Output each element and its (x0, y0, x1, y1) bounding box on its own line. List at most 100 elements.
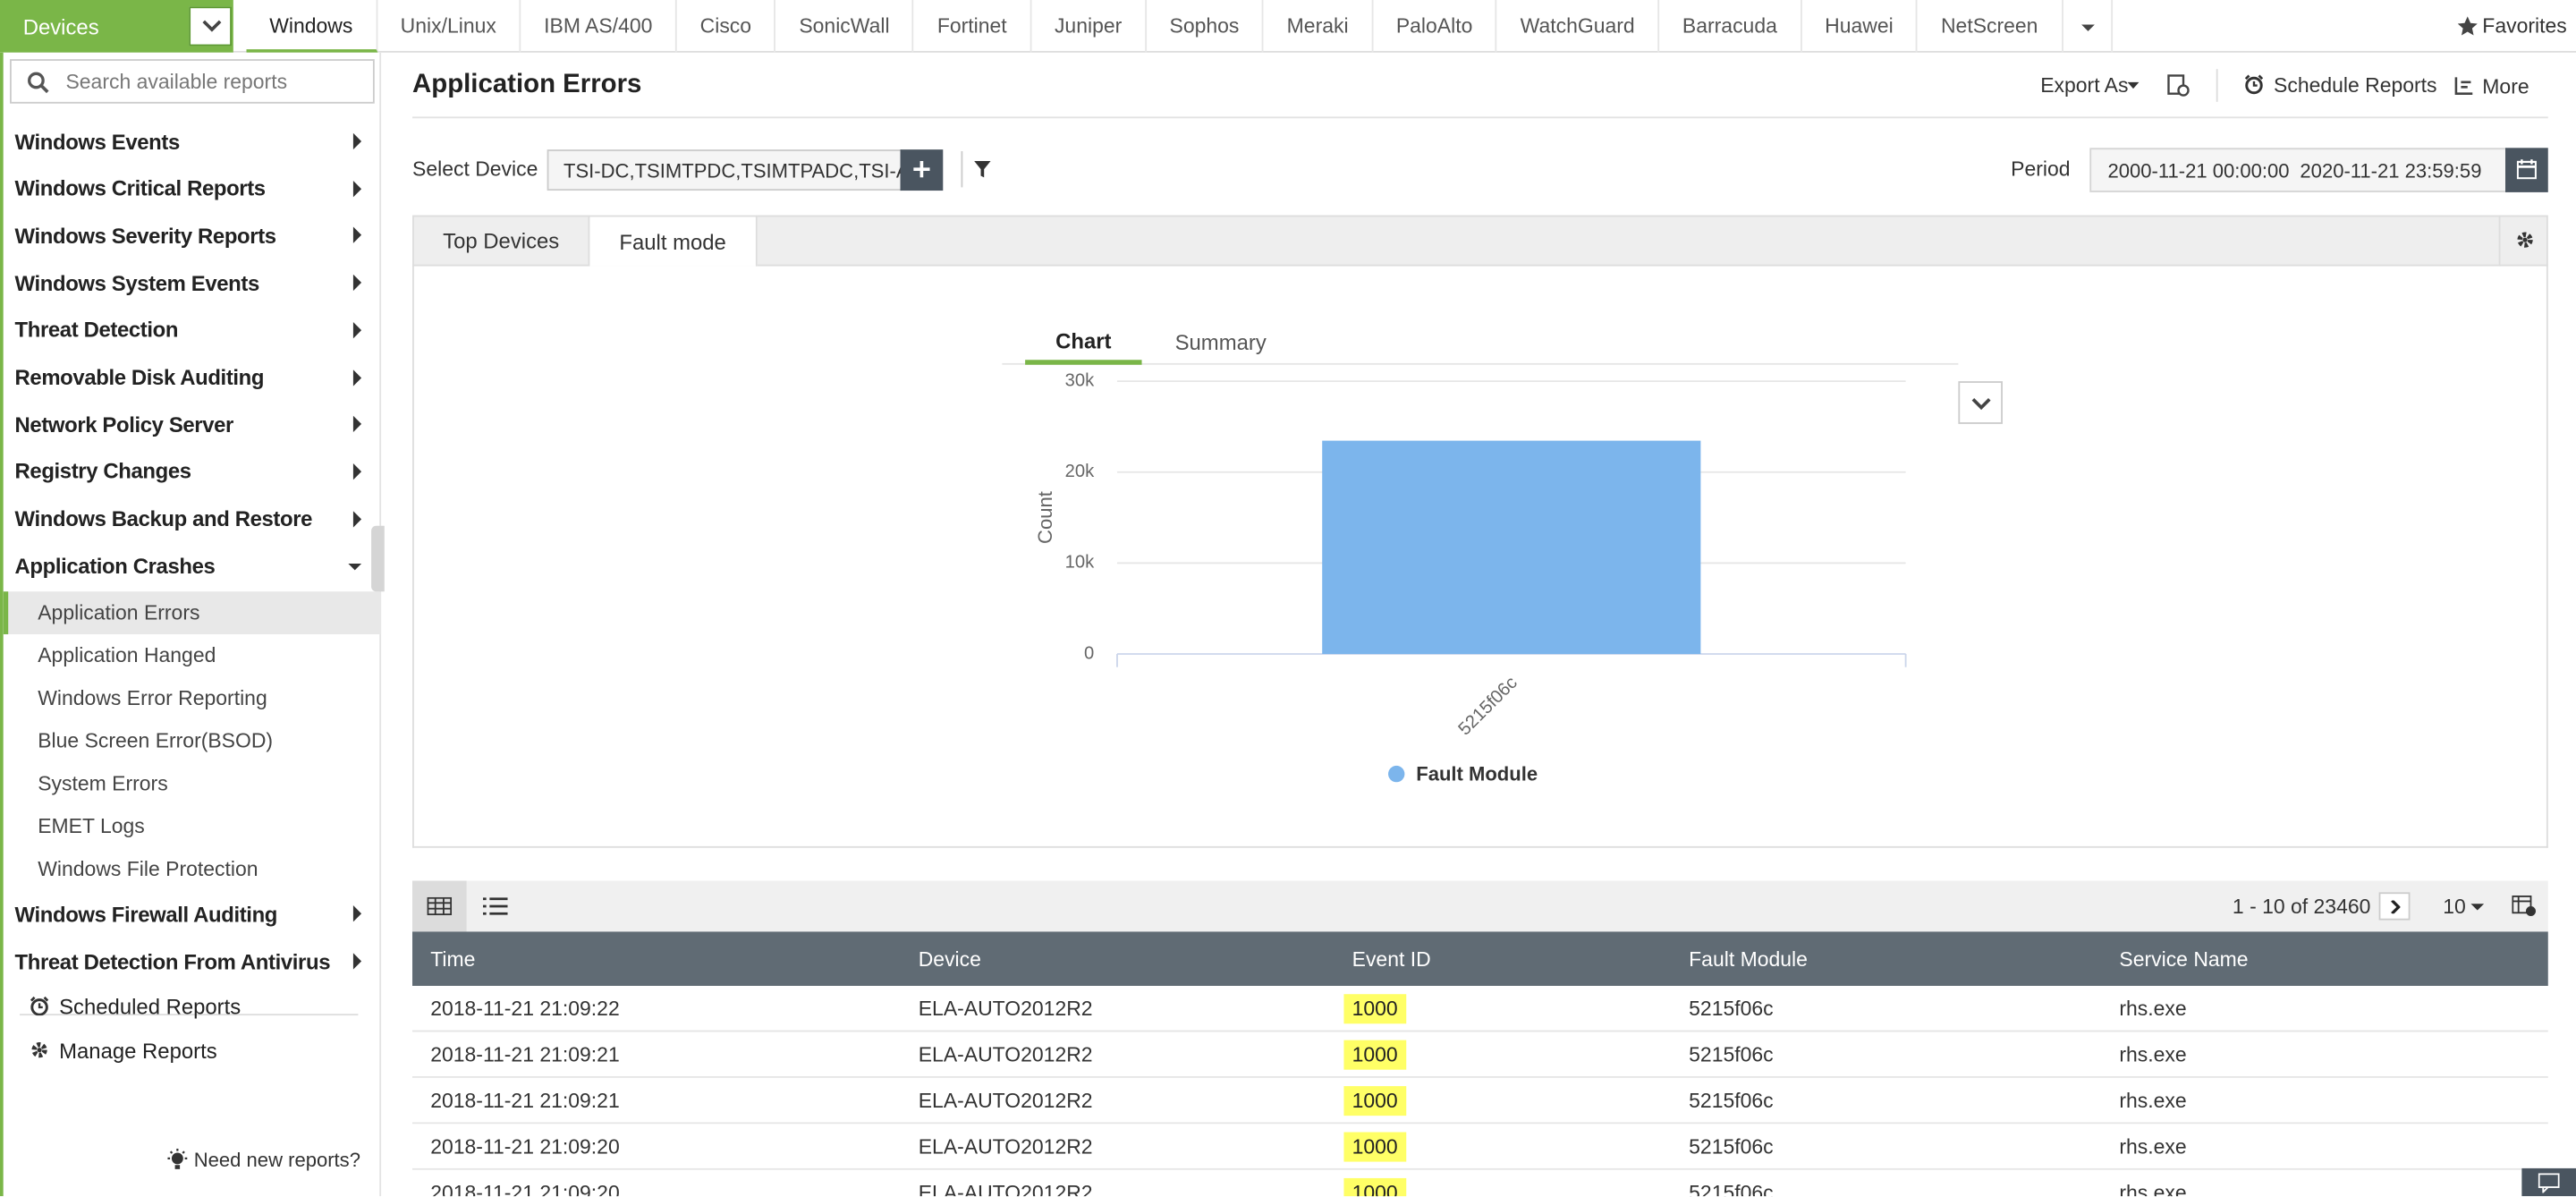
column-header[interactable]: Device (918, 947, 981, 971)
device-selector[interactable]: Devices (0, 0, 233, 53)
column-header[interactable]: Time (430, 947, 476, 971)
footer-link[interactable]: Scheduled Reports (59, 993, 242, 1018)
column-header[interactable]: Fault Module (1689, 947, 1808, 971)
export-button[interactable]: Export As (2040, 73, 2129, 98)
menu-category[interactable]: Windows Firewall Auditing (4, 891, 381, 937)
caret (2080, 24, 2094, 31)
table-cell: 2018-11-21 21:09:21 (430, 1042, 620, 1066)
device-tab[interactable]: Meraki (1264, 0, 1374, 53)
chat-icon (2538, 1173, 2560, 1193)
column-header[interactable]: Event ID (1352, 947, 1431, 971)
chart-tab[interactable]: Summary (1174, 329, 1267, 354)
menu-item-label: Application Errors (38, 601, 200, 625)
device-tab[interactable]: Fortinet (914, 0, 1032, 53)
device-tab[interactable]: Windows (246, 0, 377, 53)
caret-right (352, 510, 362, 527)
menu-item[interactable]: Blue Screen Error(BSOD) (4, 720, 381, 763)
search-box[interactable]: Search available reports (10, 59, 375, 104)
menu-category-label: Network Policy Server (14, 412, 234, 437)
device-tab[interactable]: Barracuda (1659, 0, 1802, 53)
device-tab[interactable]: IBM AS/400 (521, 0, 677, 53)
chevron (202, 20, 222, 32)
help-link[interactable]: Need new reports? (193, 1148, 360, 1172)
table-cell: 5215f06c (1689, 996, 1774, 1020)
menu-category[interactable]: Threat Detection From Antivirus (4, 938, 381, 973)
calendar-button[interactable] (2505, 148, 2548, 192)
page-size[interactable]: 10 (2443, 895, 2466, 918)
caret-right (352, 132, 362, 150)
period-input[interactable]: 2000-11-21 00:00:00 2020-11-21 23:59:59 (2089, 148, 2507, 192)
device-tab[interactable]: SonicWall (776, 0, 915, 53)
favorites[interactable]: Favorites (2482, 14, 2567, 38)
table-cell: rhs.exe (2119, 1180, 2187, 1197)
caret-right (352, 274, 362, 292)
menu-category[interactable]: Registry Changes (4, 448, 381, 494)
menu-category[interactable]: Windows Critical Reports (4, 166, 381, 211)
device-tab[interactable]: NetScreen (1918, 0, 2063, 53)
column-header[interactable]: Service Name (2119, 947, 2249, 971)
menu-item[interactable]: Windows File Protection (4, 848, 381, 891)
device-tab[interactable]: Sophos (1147, 0, 1264, 53)
footer-link[interactable]: Manage Reports (59, 1037, 217, 1063)
settings-button[interactable] (2498, 215, 2548, 267)
device-tab[interactable]: Huawei (1801, 0, 1919, 53)
device-input[interactable]: TSI-DC,TSIMTPDC,TSIMTPADC,TSI-ADC (547, 149, 902, 191)
menu-item[interactable]: EMET Logs (4, 806, 381, 849)
chart-tab[interactable]: Chart (1025, 322, 1142, 365)
menu-category[interactable]: Threat Detection (4, 307, 381, 352)
menu-category[interactable]: Application Crashes (4, 543, 381, 589)
event-id-highlight: 1000 (1343, 1132, 1406, 1162)
menu-category[interactable]: Windows Events (4, 118, 381, 164)
columns-icon[interactable] (2512, 896, 2537, 917)
menu-category[interactable]: Removable Disk Auditing (4, 354, 381, 400)
pdf-icon[interactable] (2167, 74, 2190, 98)
menu-item[interactable]: Application Hanged (4, 635, 381, 678)
header-separator (2216, 69, 2218, 102)
device-tab[interactable]: Cisco (677, 0, 776, 53)
menu-category[interactable]: Network Policy Server (4, 402, 381, 447)
menu-category[interactable]: Windows System Events (4, 259, 381, 305)
device-dropdown[interactable] (189, 6, 232, 47)
device-tab[interactable]: PaloAlto (1373, 0, 1497, 53)
caret-right (352, 369, 362, 386)
menu-item[interactable]: Windows Error Reporting (4, 677, 381, 720)
menu-category[interactable]: Windows Backup and Restore (4, 496, 381, 541)
next-icon (2391, 900, 2401, 914)
table-cell: 5215f06c (1689, 1134, 1774, 1158)
device-tab[interactable]: Juniper (1031, 0, 1147, 53)
tabs-more[interactable] (2063, 0, 2113, 53)
menu-category[interactable]: Windows Severity Reports (4, 213, 381, 259)
filter-icon[interactable] (974, 160, 991, 178)
table-cell: ELA-AUTO2012R2 (918, 1180, 1093, 1197)
table-cell: ELA-AUTO2012R2 (918, 996, 1093, 1020)
table-cell: rhs.exe (2119, 1134, 2187, 1158)
menu-category-label: Removable Disk Auditing (14, 364, 265, 390)
chart-options-button[interactable] (1958, 381, 2003, 424)
more-button[interactable]: More (2482, 75, 2529, 99)
menu-category-label: Threat Detection From Antivirus (14, 948, 331, 973)
report-tab[interactable]: Top Devices (443, 228, 560, 253)
chat-button[interactable] (2521, 1167, 2576, 1197)
add-device-button[interactable] (900, 149, 944, 191)
device-tab[interactable]: WatchGuard (1497, 0, 1660, 53)
event-id-highlight: 1000 (1343, 1040, 1406, 1070)
list-icon[interactable] (482, 897, 508, 915)
next-page-button[interactable] (2378, 892, 2411, 921)
menu-item[interactable]: Application Errors (3, 591, 382, 635)
schedule-button[interactable]: Schedule Reports (2274, 73, 2437, 98)
table-row: 2018-11-21 21:09:20 ELA-AUTO2012R2 1000 521… (412, 1124, 2548, 1170)
pagination-range: 1 - 10 of 23460 (2232, 895, 2371, 918)
menu-category-label: Windows Severity Reports (14, 223, 277, 249)
menu-item-label: Blue Screen Error(BSOD) (38, 730, 274, 753)
report-tab[interactable]: Fault mode (588, 215, 758, 267)
grid-view-button[interactable] (412, 880, 467, 932)
menu-item[interactable]: System Errors (4, 763, 381, 806)
collapse-handle[interactable] (371, 525, 385, 592)
report-menu: Windows Events Windows Critical Reports Wi… (3, 115, 382, 973)
menu-item-label: EMET Logs (38, 815, 145, 839)
top-bar: Devices Windows Unix/Linux IBM AS/400 Cisco S… (0, 0, 2576, 53)
search-placeholder: Search available reports (65, 70, 288, 93)
device-tab[interactable]: Unix/Linux (377, 0, 521, 53)
